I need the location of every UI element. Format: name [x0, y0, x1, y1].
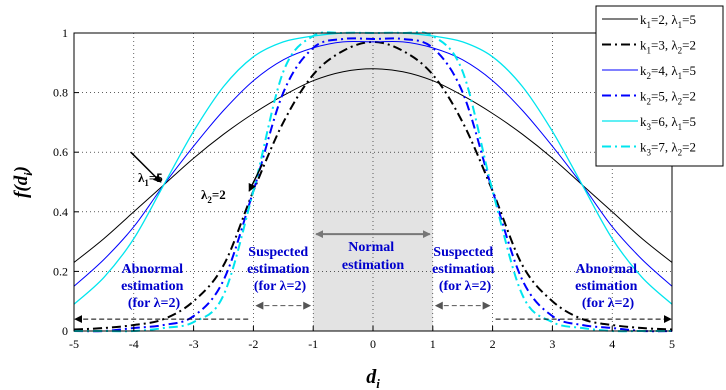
suspected-left-label: Suspected estimation (for λ=2)	[247, 245, 313, 294]
y-tick-label: 0.2	[53, 264, 68, 278]
normal-estimation-label: Normal estimation	[342, 240, 404, 273]
series-line-3	[73, 40, 673, 287]
lambda2-pointer	[248, 163, 264, 192]
series-line-2	[73, 40, 673, 331]
legend-box	[595, 5, 724, 167]
series-line-4	[73, 37, 673, 333]
y-axis-title: f(di)	[11, 166, 35, 198]
y-tick-label: 0.6	[53, 145, 68, 159]
annotation-arrows	[74, 151, 672, 324]
legend-label-2: k1=3, λ2=2	[640, 38, 696, 56]
lambda2-label: λ2=2	[201, 187, 226, 205]
axes	[73, 32, 673, 332]
annotations: λ1=5 λ2=2 Normal estimation Suspected es…	[121, 170, 641, 311]
x-tick-label: 5	[669, 337, 675, 351]
tick-labels: -5 -4 -3 -2 -1 0 1 2 3 4 5 0 0.2 0.4 0.6 0.8 1	[53, 26, 675, 351]
x-tick-label: 2	[490, 337, 496, 351]
suspected-right-label: Suspected estimation (for λ=2)	[432, 245, 498, 294]
y-tick-label: 1	[62, 26, 68, 40]
x-tick-label: 0	[370, 337, 376, 351]
x-tick-label: -3	[189, 337, 199, 351]
x-tick-label: -5	[69, 337, 79, 351]
series-line-1	[73, 68, 673, 263]
x-tick-label: 4	[609, 337, 615, 351]
lambda1-pointer	[130, 151, 162, 183]
x-tick-label: -4	[129, 337, 139, 351]
x-tick-label: -2	[248, 337, 258, 351]
x-tick-label: 3	[549, 337, 555, 351]
abnormal-left-label: Abnormal estimation (for λ=2)	[121, 262, 187, 311]
legend-label-3: k2=4, λ1=5	[640, 63, 696, 81]
abnormal-right-label: Abnormal estimation (for λ=2)	[575, 262, 641, 311]
legend-label-5: k3=6, λ1=5	[640, 114, 696, 132]
legend-label-6: k3=7, λ2=2	[640, 140, 696, 158]
legend-label-1: k1=2, λ1=5	[640, 12, 696, 30]
x-tick-label: -1	[308, 337, 318, 351]
legend: k1=2, λ1=5 k1=3, λ2=2 k2=4, λ1=5 k2=5, λ2=2…	[595, 5, 724, 167]
x-tick-label: 1	[430, 337, 436, 351]
x-axis-title: di	[366, 366, 380, 390]
legend-label-4: k2=5, λ2=2	[640, 89, 696, 107]
y-tick-label: 0.4	[53, 205, 68, 219]
y-tick-label: 0.8	[53, 86, 68, 100]
y-tick-label: 0	[62, 324, 68, 338]
lambda1-label: λ1=5	[138, 170, 163, 188]
